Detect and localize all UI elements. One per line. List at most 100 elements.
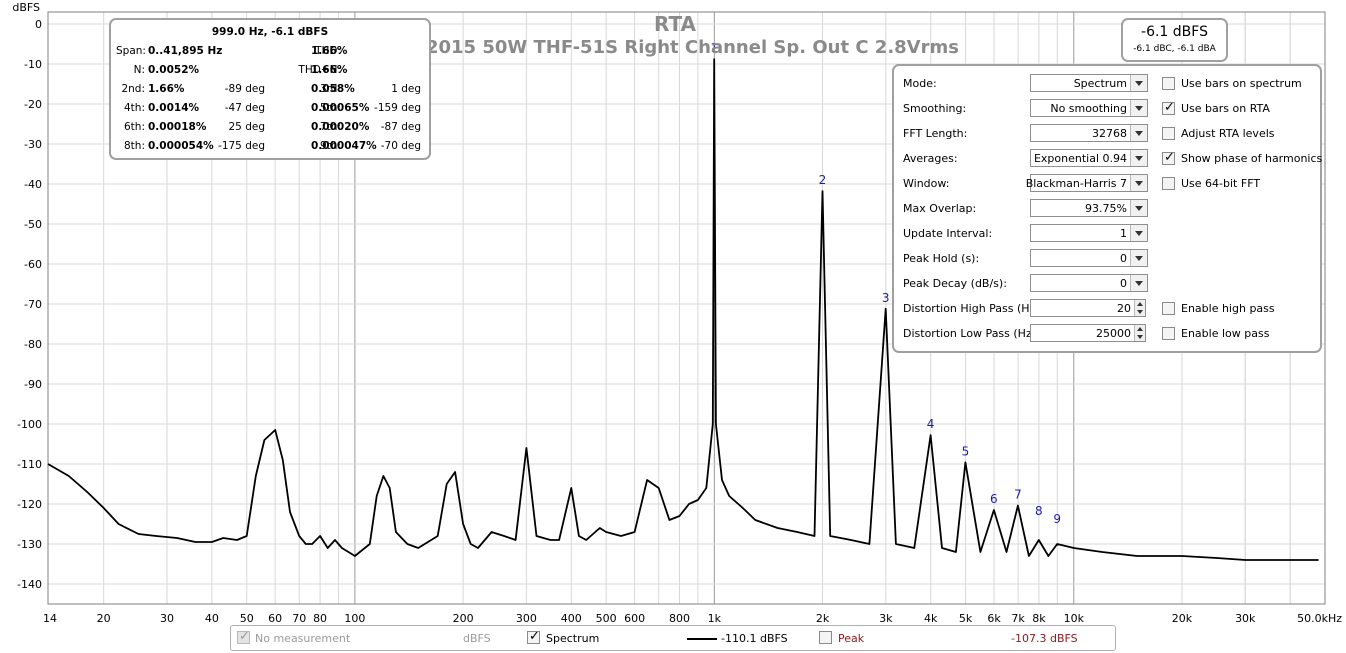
harmonic-marker: 9	[1053, 512, 1061, 526]
chart-subtitle: BAF2015 50W THF-51S Right Channel Sp. Ou…	[386, 37, 959, 58]
distortion-stats-panel: 999.0 Hz, -6.1 dBFS Span: 0..41,895 Hz T…	[109, 18, 431, 160]
y-tick-label: -20	[24, 98, 42, 111]
max-overlap-select[interactable]: 93.75%	[1030, 199, 1148, 217]
thd-label: THD:	[315, 45, 341, 57]
adjust-rta-levels-checkbox[interactable]	[1162, 127, 1175, 140]
x-tick-label: 5k	[959, 612, 973, 625]
chevron-down-icon[interactable]	[1130, 200, 1147, 216]
chevron-down-icon[interactable]	[1130, 250, 1147, 266]
no-measurement-unit: dBFS	[463, 632, 491, 645]
no-measurement-checkbox[interactable]	[237, 629, 250, 644]
mode-select[interactable]: Spectrum	[1030, 74, 1148, 92]
fft-length-select[interactable]: 32768	[1030, 124, 1148, 142]
fft-length-value: 32768	[1092, 127, 1127, 140]
x-tick-label: 30	[160, 612, 174, 625]
x-tick-label: 3k	[879, 612, 893, 625]
max-overlap-label: Max Overlap:	[903, 202, 977, 215]
use-bars-spectrum-label[interactable]: Use bars on spectrum	[1181, 77, 1302, 90]
averages-value: Exponential 0.94	[1033, 152, 1127, 165]
smoothing-value: No smoothing	[1050, 102, 1127, 115]
peak-decay-select[interactable]: 0	[1030, 274, 1148, 292]
y-tick-label: -110	[17, 458, 42, 471]
window-label: Window:	[903, 177, 950, 190]
enable-low-pass-label[interactable]: Enable low pass	[1181, 327, 1270, 340]
peak-checkbox[interactable]	[819, 631, 832, 644]
stats-header: 999.0 Hz, -6.1 dBFS	[211, 26, 329, 38]
peak-decay-value: 0	[1120, 277, 1127, 290]
chevron-down-icon[interactable]	[1130, 100, 1147, 116]
harmonic-label: 6th:	[124, 121, 145, 133]
y-tick-label: -60	[24, 258, 42, 271]
use-bars-spectrum-checkbox[interactable]	[1162, 77, 1175, 90]
distortion-high-pass-spinner[interactable]: 20	[1030, 299, 1146, 317]
chevron-down-icon[interactable]	[1130, 225, 1147, 241]
chevron-down-icon[interactable]	[1130, 150, 1147, 166]
harmonic-phase: -89 deg	[224, 83, 265, 95]
y-tick-label: -30	[24, 138, 42, 151]
enable-high-pass-label[interactable]: Enable high pass	[1181, 302, 1275, 315]
x-tick-label: 1k	[708, 612, 722, 625]
mode-label: Mode:	[903, 77, 937, 90]
update-interval-select[interactable]: 1	[1030, 224, 1148, 242]
harmonic-marker: 3	[882, 291, 890, 305]
x-tick-label: 2k	[816, 612, 830, 625]
x-tick-label: 6k	[987, 612, 1001, 625]
enable-high-pass-checkbox[interactable]	[1162, 302, 1175, 315]
y-tick-label: -10	[24, 58, 42, 71]
no-measurement-label: No measurement	[255, 632, 351, 645]
harmonic-phase: -70 deg	[380, 140, 421, 152]
peak-hold-select[interactable]: 0	[1030, 249, 1148, 267]
y-tick-label: -140	[17, 578, 42, 591]
averages-select[interactable]: Exponential 0.94	[1030, 149, 1148, 167]
harmonic-label: 3rd:	[319, 83, 341, 95]
harmonic-label: 5th:	[320, 102, 341, 114]
distortion-low-pass-label: Distortion Low Pass (Hz):	[903, 327, 1040, 340]
x-tick-label: 50	[240, 612, 254, 625]
enable-low-pass-checkbox[interactable]	[1162, 327, 1175, 340]
use-64bit-fft-label[interactable]: Use 64-bit FFT	[1181, 177, 1261, 190]
chevron-down-icon[interactable]	[1130, 275, 1147, 291]
x-tick-label: 20	[97, 612, 111, 625]
x-tick-label: 100	[344, 612, 365, 625]
show-phase-checkbox[interactable]	[1162, 150, 1175, 165]
use-bars-rta-label[interactable]: Use bars on RTA	[1181, 102, 1270, 115]
harmonic-value: 0.00020%	[311, 121, 370, 133]
harmonic-marker: 8	[1035, 504, 1043, 518]
show-phase-label[interactable]: Show phase of harmonics	[1181, 152, 1323, 165]
chevron-down-icon[interactable]	[1130, 175, 1147, 191]
adjust-rta-levels-label[interactable]: Adjust RTA levels	[1181, 127, 1275, 140]
spectrum-checkbox[interactable]	[527, 629, 540, 644]
spectrum-trace	[47, 58, 1319, 561]
harmonic-label: 4th:	[124, 102, 145, 114]
harmonic-value: 0.00065%	[311, 102, 370, 114]
use-bars-rta-checkbox[interactable]	[1162, 100, 1175, 115]
x-tick-label: 300	[516, 612, 537, 625]
x-tick-label: 80	[313, 612, 327, 625]
spin-up-icon[interactable]	[1134, 325, 1145, 333]
chevron-down-icon[interactable]	[1130, 75, 1147, 91]
use-64bit-fft-checkbox[interactable]	[1162, 177, 1175, 190]
y-tick-label: -100	[17, 418, 42, 431]
window-select[interactable]: Blackman-Harris 7	[1026, 174, 1148, 192]
y-tick-label: -90	[24, 378, 42, 391]
x-tick-label: 800	[669, 612, 690, 625]
x-tick-label: 70	[292, 612, 306, 625]
spin-down-icon[interactable]	[1134, 308, 1145, 316]
spin-up-icon[interactable]	[1134, 300, 1145, 308]
rta-settings-panel: Mode: Spectrum Smoothing: No smoothing F…	[892, 64, 1322, 353]
x-tick-label: 40	[205, 612, 219, 625]
x-tick-label: 50.0kHz	[1297, 612, 1342, 625]
harmonic-marker: 5	[962, 444, 970, 458]
x-tick-label: 600	[624, 612, 645, 625]
distortion-low-pass-spinner[interactable]: 25000	[1030, 324, 1146, 342]
x-tick-label: 14	[43, 612, 57, 625]
harmonic-label: 7th:	[320, 121, 341, 133]
harmonic-label: 9th:	[320, 140, 341, 152]
spin-down-icon[interactable]	[1134, 333, 1145, 341]
peak-hold-value: 0	[1120, 252, 1127, 265]
thdn-value: 1.66%	[311, 64, 348, 76]
y-tick-label: -50	[24, 218, 42, 231]
chevron-down-icon[interactable]	[1130, 125, 1147, 141]
harmonic-phase: -47 deg	[224, 102, 265, 114]
smoothing-select[interactable]: No smoothing	[1030, 99, 1148, 117]
